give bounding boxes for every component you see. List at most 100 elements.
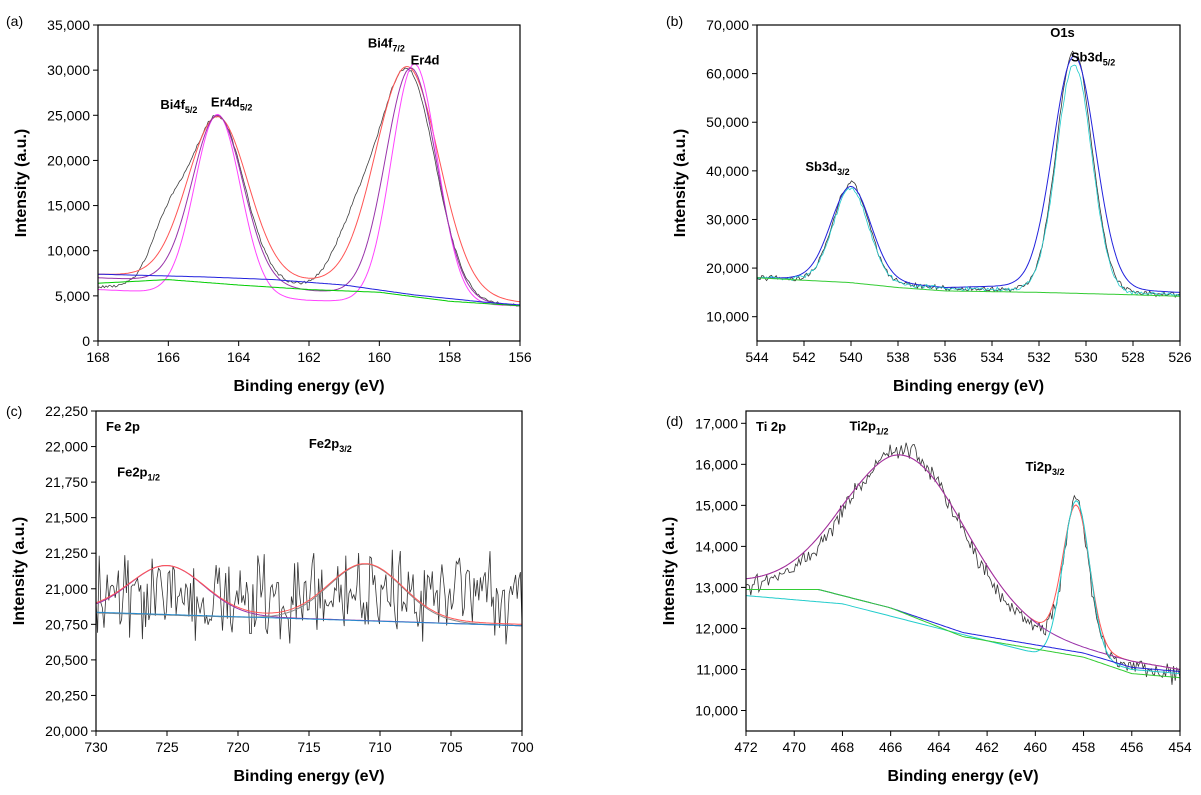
y-tick-label: 50,000 — [706, 114, 749, 130]
x-tick-label: 528 — [1121, 349, 1145, 365]
y-tick-label: 22,000 — [45, 439, 88, 455]
plot-frame — [745, 410, 1181, 732]
peak-annotation: Bi4f5/2 — [160, 97, 197, 115]
x-tick-label: 456 — [1120, 739, 1144, 755]
y-tick-label: 12,000 — [695, 620, 738, 636]
y-tick-label: 20,500 — [45, 652, 88, 668]
peak-annotation: Sb3d5/2 — [1071, 49, 1115, 67]
x-tick-label: 526 — [1168, 349, 1192, 365]
series-ti2p3-2-fit — [746, 500, 1180, 675]
plot-area — [98, 63, 520, 307]
y-tick-label: 15,000 — [695, 497, 738, 513]
y-tick-label: 10,000 — [695, 702, 738, 718]
y-axis-title: Intensity (a.u.) — [11, 517, 28, 625]
y-tick-label: 21,000 — [45, 581, 88, 597]
panel-label: (a) — [6, 13, 23, 29]
series-fe2p3-2-fit — [96, 563, 522, 627]
peak-annotation: Ti2p1/2 — [849, 419, 888, 437]
peak-annotation: Sb3d3/2 — [805, 159, 849, 177]
panel-label: (b) — [666, 13, 683, 29]
x-axis-title: Binding energy (eV) — [233, 378, 384, 395]
x-tick-label: 470 — [783, 739, 807, 755]
series-raw — [746, 442, 1180, 685]
x-tick-label: 468 — [831, 739, 855, 755]
x-tick-label: 156 — [508, 349, 532, 365]
x-axis-title: Binding energy (eV) — [893, 378, 1044, 395]
y-tick-label: 16,000 — [695, 456, 738, 472]
series-background — [96, 611, 522, 627]
y-axis-title: Intensity (a.u.) — [13, 129, 30, 237]
x-tick-label: 710 — [368, 739, 392, 755]
element-label: Ti 2p — [756, 419, 786, 434]
y-tick-label: 21,750 — [45, 474, 88, 490]
x-tick-label: 538 — [886, 349, 910, 365]
panel-c: 730 725 720 715 710 705 700 20,000 20,250 20,500 2… — [6, 403, 534, 785]
y-tick-label: 0 — [82, 333, 90, 349]
peak-annotation: O1s — [1050, 25, 1075, 40]
series-background-2 — [746, 589, 1180, 679]
x-tick-label: 164 — [227, 349, 251, 365]
peak-annotation: Fe2p1/2 — [117, 464, 160, 482]
series-er4d-fit — [98, 67, 520, 307]
y-axis-title: Intensity (a.u.) — [672, 129, 689, 237]
y-tick-label: 21,250 — [45, 545, 88, 561]
x-tick-label: 464 — [927, 739, 951, 755]
x-tick-label: 720 — [226, 739, 250, 755]
x-tick-label: 160 — [368, 349, 392, 365]
y-tick-label: 11,000 — [696, 661, 738, 677]
x-tick-label: 460 — [1024, 739, 1048, 755]
y-tick-label: 30,000 — [47, 62, 90, 78]
x-tick-label: 544 — [745, 349, 769, 365]
y-tick-label: 35,000 — [47, 17, 90, 33]
x-tick-label: 540 — [839, 349, 863, 365]
panel-d: 472 470 468 466 464 462 460 458 456 454 10,000 11,0… — [661, 410, 1192, 785]
x-tick-label: 700 — [510, 739, 534, 755]
plot-area — [757, 50, 1180, 298]
x-tick-label: 158 — [438, 349, 462, 365]
x-tick-label: 730 — [84, 739, 108, 755]
x-tick-label: 472 — [734, 739, 758, 755]
y-tick-label: 70,000 — [706, 17, 749, 33]
x-tick-label: 542 — [792, 349, 816, 365]
x-tick-label: 530 — [1074, 349, 1098, 365]
y-tick-label: 60,000 — [706, 66, 749, 82]
plot-area — [746, 442, 1180, 685]
x-axis-title: Binding energy (eV) — [887, 768, 1038, 785]
y-tick-label: 20,750 — [45, 616, 88, 632]
y-tick-label: 40,000 — [706, 163, 749, 179]
y-tick-label: 13,000 — [695, 579, 738, 595]
series-envelope — [96, 563, 522, 625]
panel-b: 544 542 540 538 536 534 532 530 528 526 10,000 20,0… — [666, 13, 1192, 395]
y-tick-label: 20,000 — [706, 260, 749, 276]
x-tick-label: 536 — [933, 349, 957, 365]
y-tick-label: 22,250 — [45, 403, 88, 419]
y-tick-label: 14,000 — [695, 538, 738, 554]
series-fe2p1-2-fit — [96, 564, 522, 627]
panel-label: (c) — [6, 403, 22, 419]
x-tick-label: 725 — [155, 739, 179, 755]
plot-frame — [756, 24, 1181, 342]
x-tick-label: 705 — [439, 739, 463, 755]
x-tick-label: 166 — [157, 349, 181, 365]
y-tick-label: 10,000 — [706, 309, 749, 325]
x-tick-label: 162 — [297, 349, 321, 365]
y-tick-label: 20,000 — [47, 152, 90, 168]
y-tick-label: 20,000 — [45, 723, 88, 739]
x-tick-label: 532 — [1027, 349, 1051, 365]
element-label: Fe 2p — [106, 419, 140, 434]
peak-annotation: Er4d — [411, 53, 440, 68]
x-tick-label: 462 — [975, 739, 999, 755]
y-tick-label: 30,000 — [706, 211, 749, 227]
x-tick-label: 454 — [1168, 739, 1192, 755]
plot-area — [96, 549, 522, 645]
x-axis-title: Binding energy (eV) — [233, 768, 384, 785]
y-tick-label: 5,000 — [55, 288, 90, 304]
y-tick-label: 20,250 — [45, 687, 88, 703]
series-background-1 — [746, 589, 1180, 672]
series-raw — [96, 549, 522, 645]
peak-annotation: Ti2p3/2 — [1025, 459, 1064, 477]
series-envelope — [757, 55, 1180, 293]
peak-annotation: Bi4f7/2 — [368, 36, 405, 54]
plot-frame — [97, 24, 521, 342]
